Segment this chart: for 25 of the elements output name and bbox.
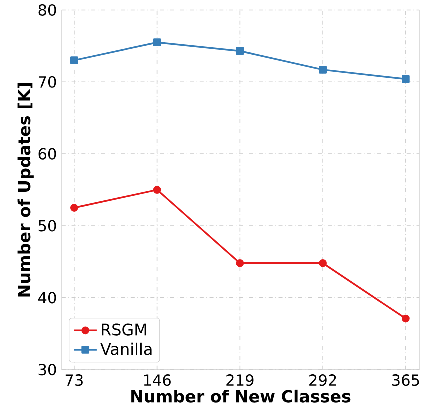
legend-label: Vanilla (100, 343, 152, 356)
y-axis-title: Number of Updates [K] (18, 83, 34, 297)
x-tick-label: 146 (144, 374, 171, 386)
x-tick-label: 73 (66, 374, 83, 386)
y-tick-label: 80 (38, 4, 56, 16)
point (70, 204, 78, 212)
y-tick-label: 50 (38, 220, 56, 232)
x-axis-title: Number of New Classes (132, 390, 351, 403)
y-tick-label: 60 (38, 148, 56, 160)
point (153, 186, 162, 194)
legend-label: RSGM (102, 324, 146, 336)
y-tick-label: 70 (38, 76, 56, 88)
point (402, 314, 410, 323)
point (236, 47, 244, 56)
y-tick-label: 40 (38, 292, 56, 304)
x-tick-label: 292 (310, 374, 336, 386)
x-tick-label: 365 (392, 374, 420, 386)
point (319, 260, 327, 268)
point (153, 38, 162, 47)
point (402, 75, 410, 84)
x-tick-label: 219 (226, 374, 254, 386)
point (70, 56, 78, 65)
point (236, 260, 244, 268)
point (319, 66, 327, 74)
y-tick-label: 30 (38, 364, 56, 376)
